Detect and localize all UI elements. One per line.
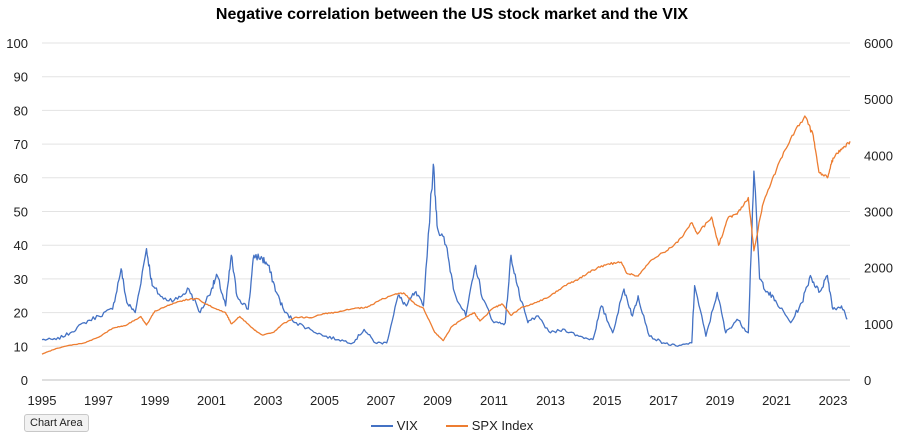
legend: VIX SPX Index: [0, 418, 904, 433]
y-right-tick-label: 3000: [864, 205, 893, 220]
x-tick-label: 1997: [84, 393, 113, 408]
y-left-tick-label: 80: [14, 103, 28, 118]
x-tick-label: 2009: [423, 393, 452, 408]
y-left-tick-label: 10: [14, 339, 28, 354]
x-tick-label: 2023: [819, 393, 848, 408]
y-left-tick-label: 100: [6, 36, 28, 51]
y-left-tick-label: 40: [14, 238, 28, 253]
x-tick-label: 2003: [254, 393, 283, 408]
y-right-tick-label: 0: [864, 373, 871, 388]
y-left-tick-label: 50: [14, 205, 28, 220]
y-right-tick-label: 2000: [864, 261, 893, 276]
y-left-tick-label: 20: [14, 306, 28, 321]
y-left-tick-label: 30: [14, 272, 28, 287]
y-right-tick-label: 6000: [864, 36, 893, 51]
y-left-tick-label: 70: [14, 137, 28, 152]
x-tick-label: 2013: [536, 393, 565, 408]
x-tick-label: 2015: [593, 393, 622, 408]
y-left-tick-label: 60: [14, 171, 28, 186]
x-tick-label: 2007: [367, 393, 396, 408]
y-right-tick-label: 5000: [864, 92, 893, 107]
series-vix-line: [41, 163, 848, 347]
x-tick-label: 2019: [706, 393, 735, 408]
x-tick-label: 2011: [480, 393, 508, 408]
x-tick-label: 2005: [310, 393, 339, 408]
legend-label-vix: VIX: [396, 418, 418, 433]
chart-title: Negative correlation between the US stoc…: [215, 6, 689, 23]
x-tick-label: 1995: [28, 393, 57, 408]
chart-area-tooltip: Chart Area: [24, 414, 89, 432]
legend-swatch-spx: [445, 424, 468, 427]
legend-item-spx[interactable]: SPX Index: [445, 418, 534, 433]
x-tick-label: 1999: [141, 393, 170, 408]
y-right-tick-label: 4000: [864, 148, 893, 163]
x-tick-label: 2021: [762, 393, 791, 408]
x-tick-label: 2001: [197, 393, 226, 408]
legend-swatch-vix: [370, 424, 393, 427]
y-left-tick-label: 90: [14, 70, 28, 85]
legend-label-spx: SPX Index: [471, 418, 534, 433]
legend-item-vix[interactable]: VIX: [370, 418, 418, 433]
x-tick-label: 2017: [649, 393, 678, 408]
y-left-tick-label: 0: [21, 373, 28, 388]
series-spx-line: [41, 115, 851, 355]
y-right-tick-label: 1000: [864, 317, 893, 332]
